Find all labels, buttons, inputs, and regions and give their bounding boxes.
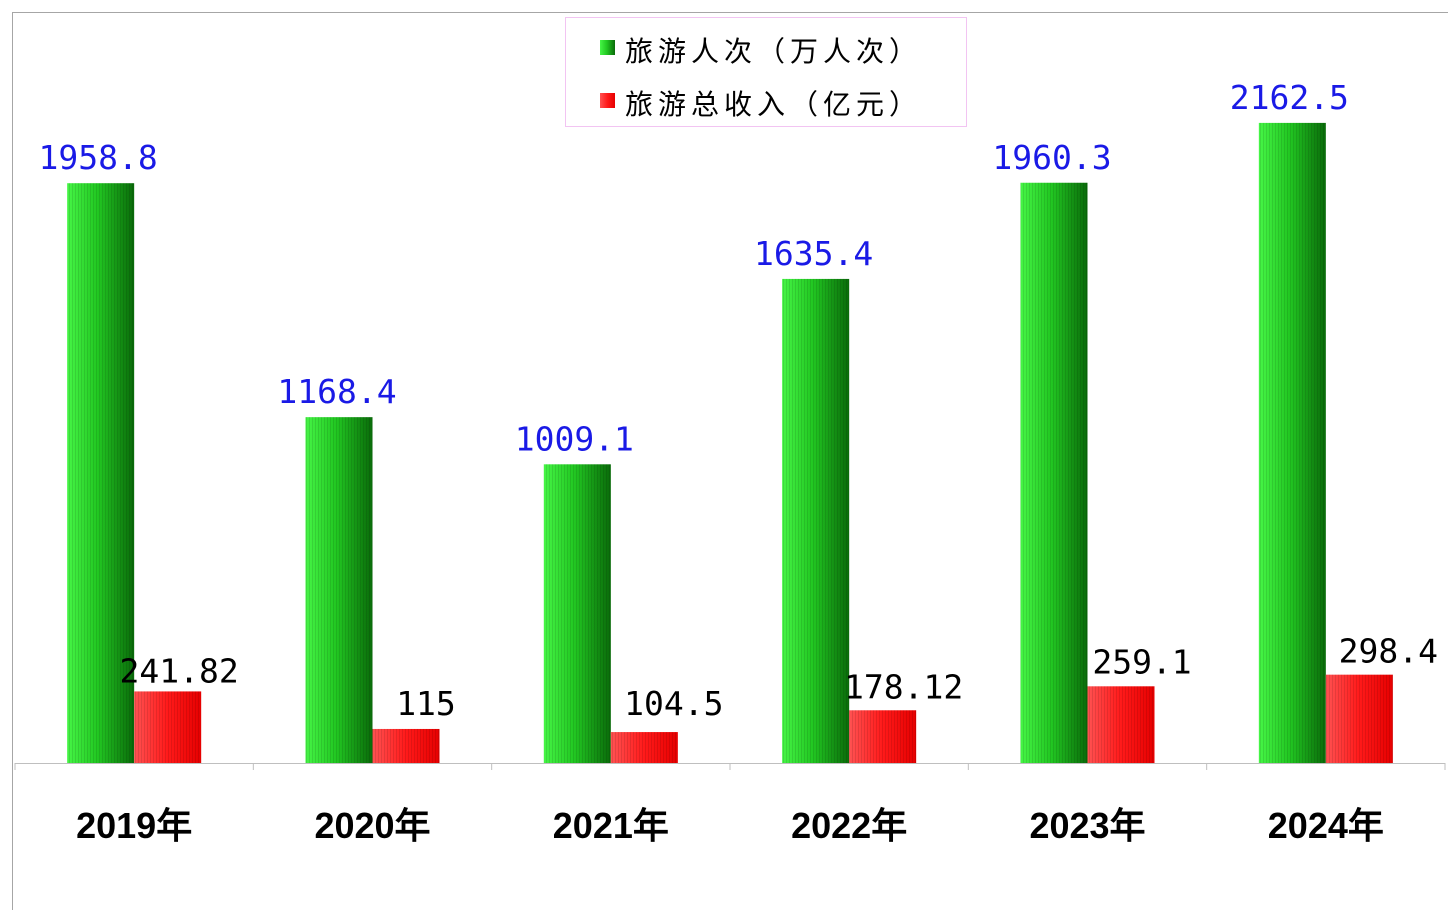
data-label-revenue-2021: 104.5 [624, 684, 723, 723]
data-labels: 1958.8 1168.4 1009.1 1635.4 1960.3 2162.5 241.… [39, 78, 1438, 723]
data-label-revenue-2024: 298.4 [1339, 632, 1438, 671]
legend-item-visits: 旅游人次（万人次） [600, 35, 922, 68]
bar-visits-2020-texture [305, 417, 373, 763]
plot-area [67, 122, 1393, 764]
x-tick-label-2024: 2024年 [1268, 805, 1384, 846]
x-tick-label-2022: 2022年 [791, 805, 907, 846]
bar-revenue-2021-texture [610, 732, 678, 763]
legend-label-visits: 旅游人次（万人次） [625, 35, 922, 68]
x-tick-label-2021: 2021年 [553, 805, 669, 846]
x-axis-ticks [14, 763, 1446, 770]
data-label-visits-2024: 2162.5 [1230, 78, 1349, 117]
bar-revenue-2023-texture [1087, 686, 1155, 763]
x-tick-label-2020: 2020年 [314, 805, 430, 846]
legend-box [565, 17, 967, 127]
x-tick-label-2019: 2019年 [76, 805, 192, 846]
data-label-visits-2022: 1635.4 [754, 234, 873, 273]
bar-revenue-2020-texture [372, 728, 440, 763]
x-axis-labels: 2019年 2020年 2021年 2022年 2023年 2024年 [76, 805, 1384, 846]
legend: 旅游人次（万人次） 旅游总收入（亿元） [565, 17, 967, 127]
data-label-visits-2020: 1168.4 [277, 372, 396, 411]
data-label-revenue-2023: 259.1 [1092, 642, 1191, 681]
bar-visits-2022-texture [782, 278, 850, 763]
bar-visits-2019-texture [67, 183, 135, 764]
legend-label-revenue: 旅游总收入（亿元） [625, 88, 922, 121]
bar-visits-2021-texture [543, 464, 611, 763]
data-label-visits-2021: 1009.1 [515, 419, 634, 458]
legend-item-revenue: 旅游总收入（亿元） [600, 88, 922, 121]
bar-visits-2024-texture [1258, 122, 1326, 763]
x-tick-label-2023: 2023年 [1029, 805, 1145, 846]
bar-revenue-2019-texture [134, 691, 202, 763]
legend-marker-visits [600, 40, 615, 55]
bar-visits-2023-texture [1020, 182, 1088, 763]
data-label-visits-2019: 1958.8 [39, 138, 158, 177]
data-label-visits-2023: 1960.3 [992, 138, 1111, 177]
legend-marker-revenue [600, 93, 615, 108]
data-label-revenue-2019: 241.82 [120, 651, 239, 690]
bar-revenue-2024-texture [1325, 674, 1393, 763]
data-label-revenue-2022: 178.12 [844, 667, 963, 706]
bar-revenue-2022-texture [849, 710, 917, 763]
data-label-revenue-2020: 115 [396, 684, 456, 723]
